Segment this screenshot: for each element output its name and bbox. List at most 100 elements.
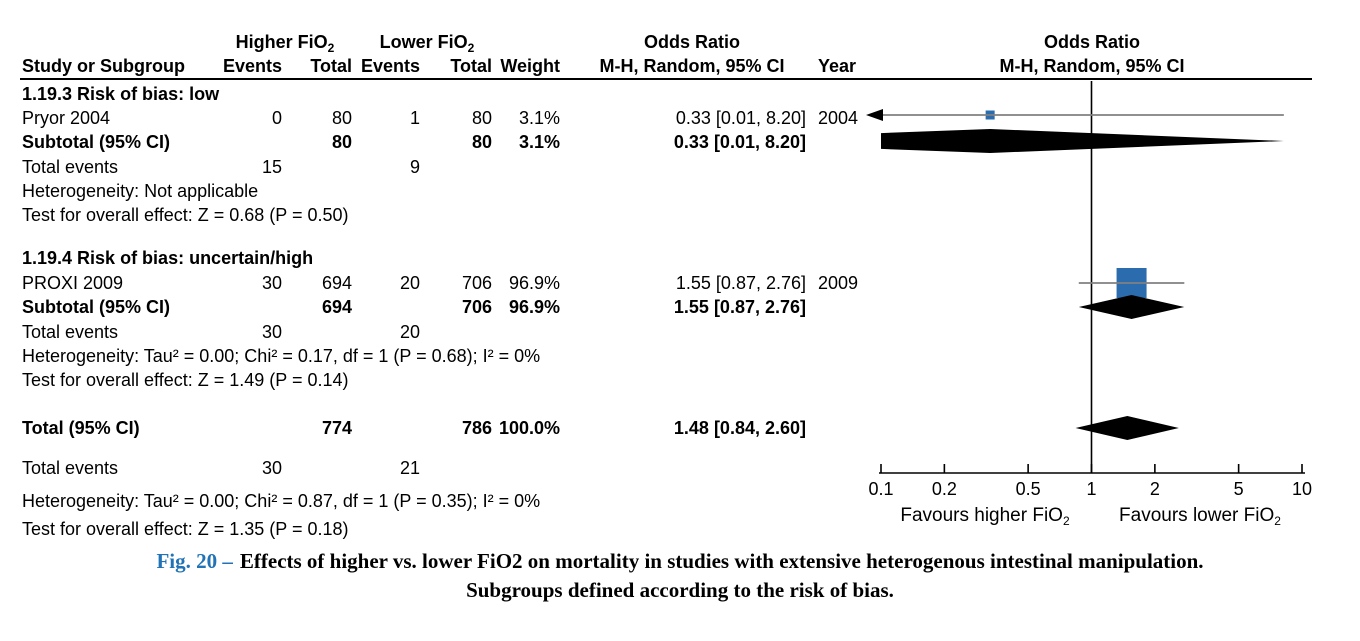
subtotal-row-1: Subtotal (95% CI) 80 80 3.1% 0.33 [0.01,…	[0, 130, 880, 154]
study-row-pryor-2004: Pryor 2004 0 80 1 80 3.1% 0.33 [0.01, 8.…	[0, 106, 880, 130]
x-axis-tick-label: 0.5	[1016, 479, 1041, 499]
odds-ratio-title-right: Odds Ratio	[1043, 32, 1140, 52]
subscript-2: 2	[467, 41, 475, 55]
heterogeneity-text: Heterogeneity: Tau² = 0.00; Chi² = 0.87,…	[22, 491, 541, 511]
overall-effect-row-overall: Test for overall effect: Z = 1.35 (P = 0…	[0, 517, 880, 541]
figure-caption-line-2: Subgroups defined according to the risk …	[466, 578, 894, 602]
group-label-text: Lower FiO	[379, 32, 468, 52]
total-lower: 786	[461, 418, 492, 438]
header-divider-line	[20, 78, 1312, 80]
column-header-total-2: Total	[450, 56, 492, 76]
study-name: Pryor 2004	[22, 108, 111, 128]
total-lower: 80	[471, 108, 492, 128]
total-higher: 694	[321, 273, 352, 293]
subscript-2: 2	[327, 41, 335, 55]
figure-caption-line-1: Fig. 20 – Effects of higher vs. lower FiO…	[0, 549, 1360, 574]
caption-text: Effects of higher vs. lower FiO2 on mort…	[239, 549, 1204, 573]
total-events-row-2: Total events 30 20	[0, 320, 880, 344]
subtotal-row-2: Subtotal (95% CI) 694 706 96.9% 1.55 [0.…	[0, 295, 880, 319]
year-value: 2009	[818, 273, 859, 293]
favours-right-label: Favours lower FiO2	[1050, 503, 1350, 529]
favours-left-text: Favours higher FiO	[900, 505, 1063, 526]
column-header-weight: Weight	[500, 56, 560, 76]
weight-value: 3.1%	[518, 108, 560, 128]
column-header-method-right: M-H, Random, 95% CI	[999, 56, 1185, 76]
subtotal-label: Subtotal (95% CI)	[22, 132, 171, 152]
events-lower: 21	[399, 458, 420, 478]
x-axis-tick-label: 1	[1086, 479, 1096, 499]
odds-ratio-ci: 0.33 [0.01, 8.20]	[675, 108, 806, 128]
subgroup-1-title: 1.19.3 Risk of bias: low	[0, 82, 880, 106]
favours-right-text: Favours lower FiO	[1119, 505, 1275, 526]
total-events-row-overall: Total events 30 21	[0, 456, 880, 480]
heterogeneity-text: Heterogeneity: Not applicable	[22, 181, 259, 201]
heterogeneity-row-2: Heterogeneity: Tau² = 0.00; Chi² = 0.17,…	[0, 344, 880, 368]
odds-ratio-ci: 1.48 [0.84, 2.60]	[673, 418, 806, 438]
events-higher: 0	[271, 108, 282, 128]
column-header-events-1: Events	[222, 56, 282, 76]
study-name: PROXI 2009	[22, 273, 124, 293]
column-header-events-2: Events	[360, 56, 420, 76]
total-higher: 694	[321, 297, 352, 317]
heterogeneity-text: Heterogeneity: Tau² = 0.00; Chi² = 0.17,…	[22, 346, 541, 366]
subgroup-2-title: 1.19.4 Risk of bias: uncertain/high	[0, 246, 880, 270]
events-lower: 1	[409, 108, 420, 128]
column-header-year: Year	[818, 56, 857, 76]
total-lower: 706	[461, 297, 492, 317]
x-axis-tick-label: 0.1	[868, 479, 893, 499]
events-lower: 20	[399, 273, 420, 293]
heterogeneity-row-1: Heterogeneity: Not applicable	[0, 179, 880, 203]
column-header-method-left: M-H, Random, 95% CI	[599, 56, 785, 76]
overall-effect-text: Test for overall effect: Z = 0.68 (P = 0…	[22, 205, 349, 225]
events-higher: 15	[261, 157, 282, 177]
subgroup-title-text: 1.19.4 Risk of bias: uncertain/high	[22, 248, 314, 268]
column-group-higher-fio2: Higher FiO2	[205, 30, 365, 55]
ci-arrow-left	[866, 109, 883, 121]
odds-ratio-title-left: Odds Ratio	[643, 32, 740, 52]
overall-effect-text: Test for overall effect: Z = 1.49 (P = 0…	[22, 370, 349, 390]
column-group-lower-fio2: Lower FiO2	[347, 30, 507, 55]
odds-ratio-ci: 0.33 [0.01, 8.20]	[673, 132, 806, 152]
weight-value: 96.9%	[508, 273, 560, 293]
x-axis-tick-label: 10	[1292, 479, 1312, 499]
group-label-text: Higher FiO	[235, 32, 328, 52]
events-lower: 9	[409, 157, 420, 177]
x-axis-tick-label: 5	[1234, 479, 1244, 499]
study-row-proxi-2009: PROXI 2009 30 694 20 706 96.9% 1.55 [0.8…	[0, 271, 880, 295]
subscript-2: 2	[1274, 514, 1281, 528]
column-header-total-1: Total	[310, 56, 352, 76]
events-lower: 20	[399, 322, 420, 342]
weight-value: 96.9%	[508, 297, 560, 317]
subgroup-title-text: 1.19.3 Risk of bias: low	[22, 84, 220, 104]
overall-effect-row-1: Test for overall effect: Z = 0.68 (P = 0…	[0, 203, 880, 227]
heterogeneity-row-overall: Heterogeneity: Tau² = 0.00; Chi² = 0.87,…	[0, 489, 880, 513]
x-axis-tick-label: 2	[1150, 479, 1160, 499]
year-value: 2004	[818, 108, 859, 128]
weight-value: 100.0%	[498, 418, 560, 438]
total-events-label: Total events	[22, 322, 119, 342]
total-events-row-1: Total events 15 9	[0, 155, 880, 179]
overall-effect-text: Test for overall effect: Z = 1.35 (P = 0…	[22, 519, 349, 539]
events-higher: 30	[261, 273, 282, 293]
subtotal-label: Subtotal (95% CI)	[22, 297, 171, 317]
overall-effect-row-2: Test for overall effect: Z = 1.49 (P = 0…	[0, 368, 880, 392]
events-higher: 30	[261, 322, 282, 342]
total-row: Total (95% CI) 774 786 100.0% 1.48 [0.84…	[0, 416, 880, 440]
favours-left-label: Favours higher FiO2	[835, 503, 1135, 529]
pooled-diamond	[1075, 416, 1179, 440]
figure-number-label: Fig. 20 –	[156, 549, 233, 573]
pooled-diamond	[1078, 295, 1185, 319]
pooled-diamond	[881, 129, 1284, 153]
total-label: Total (95% CI)	[22, 418, 140, 438]
total-events-label: Total events	[22, 458, 119, 478]
total-lower: 80	[471, 132, 492, 152]
odds-ratio-ci: 1.55 [0.87, 2.76]	[673, 297, 806, 317]
x-axis-tick-label: 0.2	[932, 479, 957, 499]
odds-ratio-ci: 1.55 [0.87, 2.76]	[675, 273, 806, 293]
total-higher: 80	[331, 132, 352, 152]
total-events-label: Total events	[22, 157, 119, 177]
total-higher: 774	[321, 418, 352, 438]
total-lower: 706	[461, 273, 492, 293]
